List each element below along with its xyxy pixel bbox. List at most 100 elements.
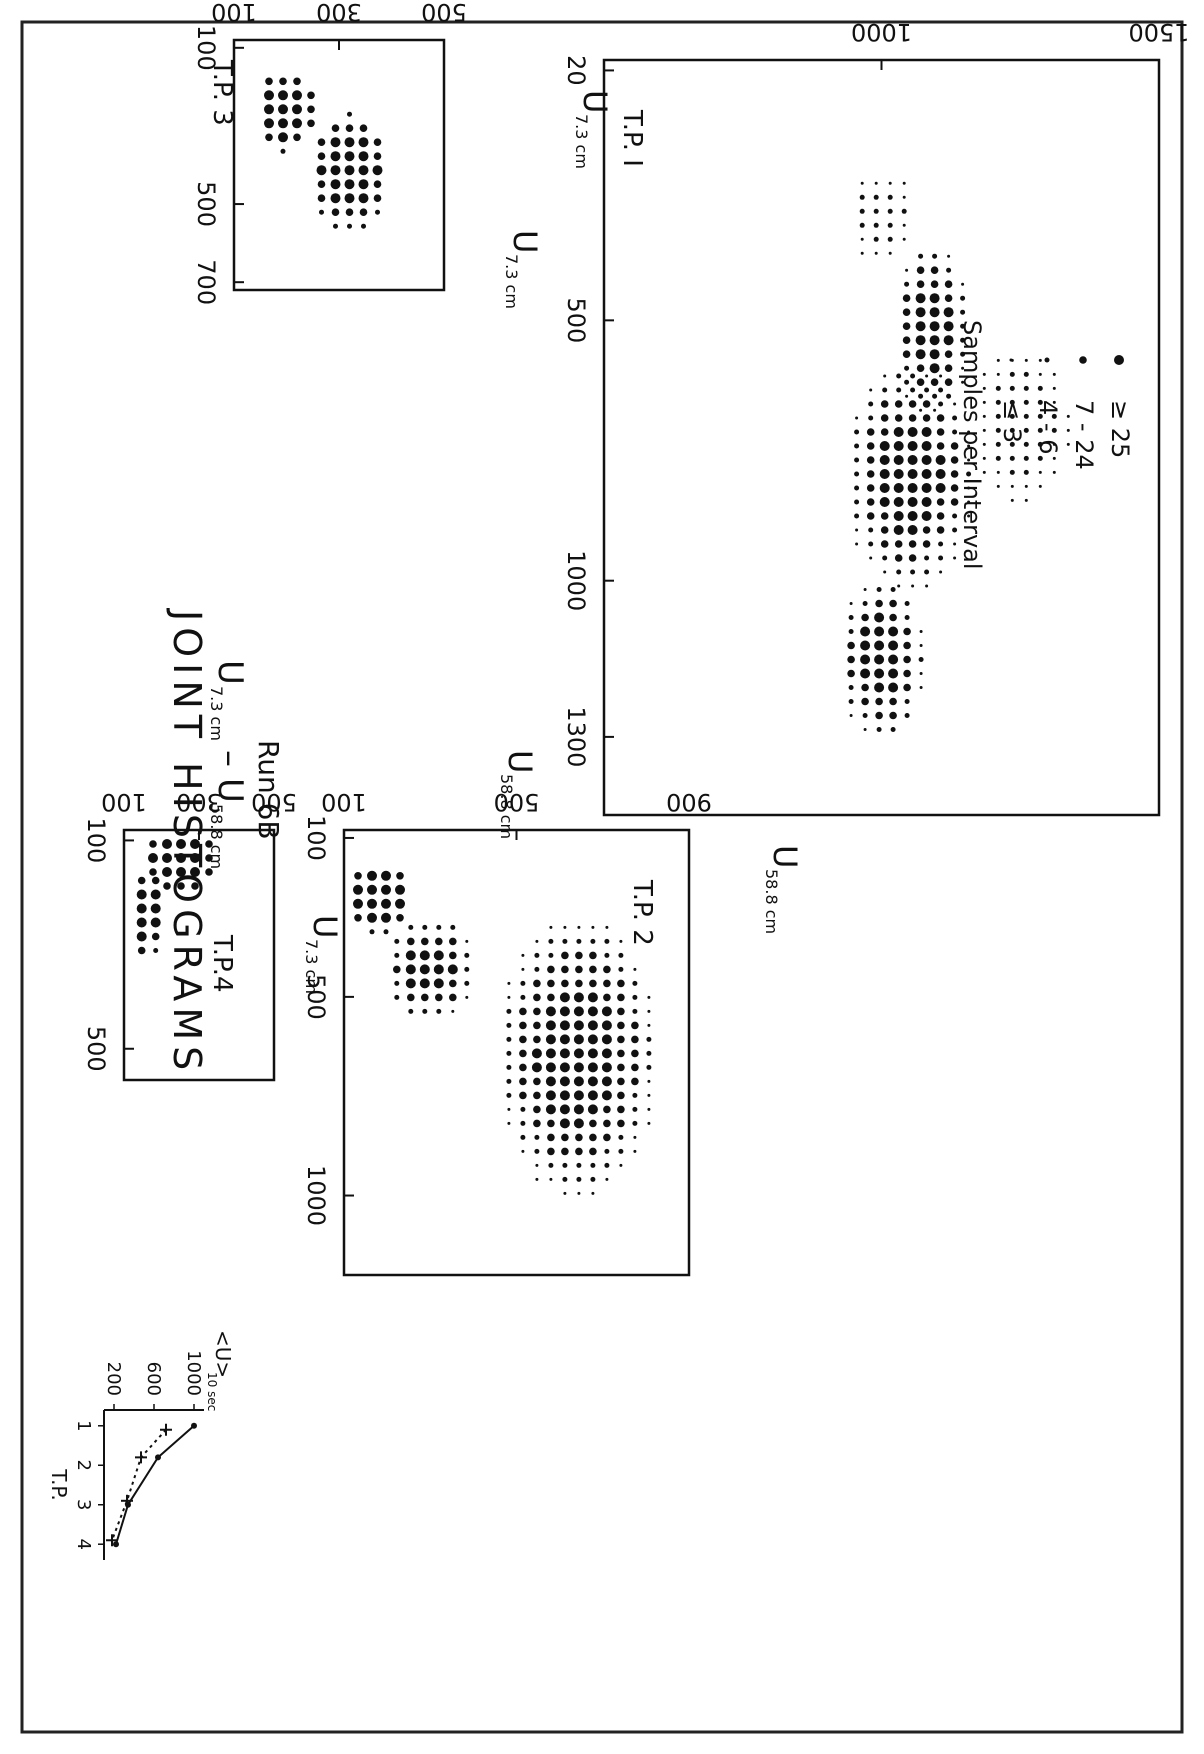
tp1-point — [869, 556, 873, 560]
tp2-point — [367, 870, 377, 881]
tp2-point — [506, 1022, 512, 1028]
tp1-point — [995, 399, 1001, 405]
tp2-point — [590, 938, 596, 944]
tp1-x-tick-label: 500 — [562, 297, 590, 343]
inset-y-axis-label-sub: 10 sec — [205, 1372, 219, 1411]
tp1-point — [918, 657, 924, 662]
tp2-point — [589, 1133, 597, 1142]
tp1-point — [936, 526, 945, 534]
tp2-point — [520, 994, 526, 1000]
tp1-point — [882, 555, 888, 561]
tp1-point — [880, 526, 889, 534]
tp3-point — [330, 193, 341, 204]
tp1-point — [996, 372, 1000, 376]
tp1-point — [953, 542, 957, 546]
tp2-point — [545, 1034, 556, 1045]
tp1-point — [908, 400, 917, 408]
tp2-point — [534, 1148, 540, 1154]
tp1-point — [1052, 442, 1056, 446]
tp1-point — [861, 697, 869, 706]
tp2-point — [573, 1020, 584, 1031]
tp2-point — [631, 1049, 639, 1058]
tp2-point — [604, 952, 610, 958]
tp1-point — [908, 414, 917, 422]
tp3-y-tick-label: 300 — [316, 0, 362, 26]
tp1-point — [879, 497, 890, 507]
tp1-point — [1066, 428, 1070, 432]
tp3-point — [293, 77, 301, 86]
tp1-point — [960, 323, 966, 329]
tp1-point — [919, 408, 923, 412]
tp3-point — [344, 193, 355, 204]
tp3-point — [347, 223, 352, 229]
tp2-x-tick-label: 500 — [302, 974, 330, 1020]
tp4-point — [190, 867, 200, 877]
tp2-point — [533, 993, 541, 1002]
tp1-point — [982, 456, 986, 460]
tp1-point — [915, 335, 926, 346]
tp2-point — [533, 1091, 541, 1100]
tp2-point — [535, 1177, 539, 1181]
tp2-point — [576, 1176, 582, 1182]
tp2-point — [559, 1020, 570, 1031]
tp1-dots — [847, 181, 1070, 732]
tp2-point — [396, 872, 404, 880]
tp2-point — [559, 1090, 570, 1101]
tp1-point — [929, 335, 940, 346]
tp2-point — [367, 884, 377, 895]
tp1-point — [860, 640, 871, 651]
tp1-point — [880, 428, 889, 436]
tp2-point — [601, 1090, 612, 1101]
tp2-point — [562, 1162, 568, 1168]
tp2-point — [531, 1062, 542, 1073]
tp1-point — [919, 672, 923, 675]
tp1-point — [893, 525, 904, 535]
tp1-x-tick-label: 1300 — [562, 706, 590, 767]
tp4-point — [191, 882, 199, 890]
tp1-point — [916, 280, 925, 289]
tp1-point — [1037, 455, 1043, 461]
tp2-point — [603, 1119, 611, 1128]
tp4-point — [205, 840, 213, 848]
tp1-point — [861, 683, 869, 692]
tp1-point — [879, 469, 890, 479]
tp4-x-axis-label-sub: 7.3 cm — [302, 939, 321, 994]
tp1-point — [932, 393, 938, 399]
tp3-point — [307, 119, 315, 128]
tp3-x-axis-label-sub: 7.3 cm — [502, 254, 521, 309]
tp2-point — [394, 938, 400, 944]
tp1-point — [854, 443, 860, 449]
tp2-point — [406, 993, 415, 1002]
tp1-point — [879, 441, 890, 451]
tp2-point — [392, 965, 401, 974]
tp1-point — [876, 727, 882, 732]
tp1-point — [967, 500, 971, 504]
tp1-point — [855, 416, 859, 420]
tp1-point — [943, 307, 954, 318]
tp2-point — [573, 1048, 584, 1059]
tp3-point — [358, 137, 369, 148]
tp1-point — [961, 366, 965, 370]
tp1-point — [1024, 484, 1028, 488]
tp4-y-tick-label: 500 — [251, 788, 297, 816]
inset-y-tick-label: 600 — [143, 1362, 164, 1396]
tp3-point — [347, 111, 352, 117]
tp1-point — [933, 408, 937, 412]
tp3-point — [358, 179, 369, 190]
tp1-point — [903, 641, 911, 650]
tp1-point — [905, 268, 909, 272]
tp3-point — [358, 151, 369, 162]
tp2-point — [507, 995, 511, 999]
figure-subtitle-u2: U — [210, 778, 250, 803]
tp1-point — [915, 321, 926, 332]
tp2-point — [587, 1090, 598, 1101]
tp2-point — [383, 929, 389, 935]
tp3-point — [330, 165, 341, 176]
tp3-x-tick-label: 100 — [192, 25, 220, 71]
tp4-point — [148, 853, 158, 863]
tp1-point — [862, 601, 868, 606]
tp2-point — [533, 1021, 541, 1030]
tp1-point — [916, 378, 925, 387]
tp2-point — [422, 924, 428, 930]
tp2-dots — [353, 870, 652, 1195]
